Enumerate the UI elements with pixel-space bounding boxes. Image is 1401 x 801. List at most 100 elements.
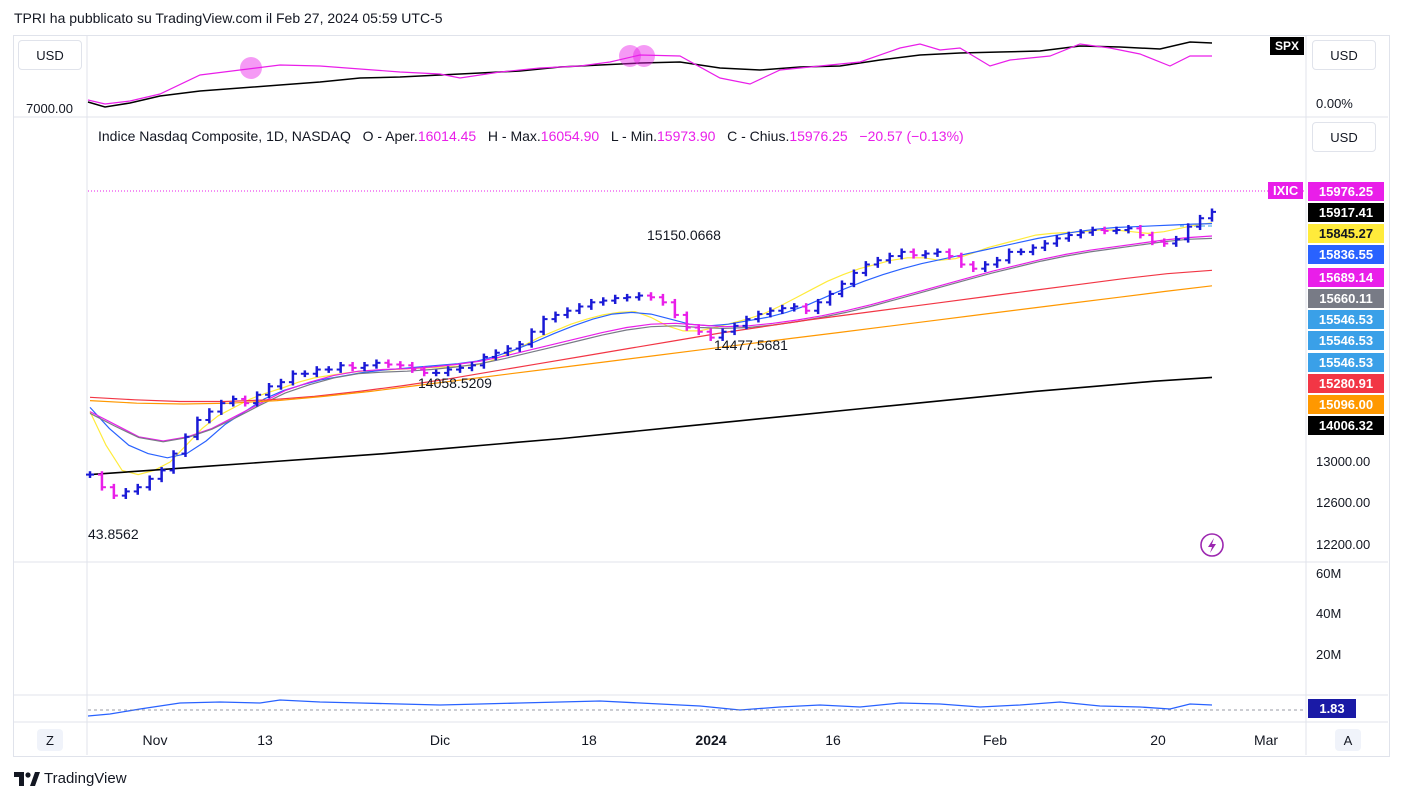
- price-bar: [1076, 229, 1085, 239]
- lightning-icon[interactable]: [1200, 533, 1224, 557]
- price-bar: [300, 370, 309, 378]
- price-bar: [396, 361, 405, 369]
- price-bar: [658, 293, 667, 306]
- price-bar: [873, 256, 882, 268]
- price-bar: [217, 399, 226, 415]
- time-tick: Mar: [1253, 732, 1279, 748]
- price-tag: 15096.00: [1308, 395, 1384, 414]
- volume-tick: 40M: [1316, 606, 1342, 621]
- price-tag: 15280.91: [1308, 374, 1384, 393]
- price-bar: [157, 467, 166, 483]
- price-bar: [790, 303, 799, 312]
- currency-button-left[interactable]: USD: [18, 40, 82, 70]
- top-pane-right-value: 0.00%: [1316, 96, 1353, 111]
- price-bar: [921, 250, 930, 259]
- price-bar: [467, 361, 476, 372]
- time-tick: Dic: [429, 732, 451, 748]
- price-bar: [109, 483, 118, 499]
- ohlc-legend: Indice Nasdaq Composite, 1D, NASDAQ O - …: [98, 128, 964, 144]
- price-bar: [849, 269, 858, 288]
- time-tick: Nov: [142, 732, 168, 748]
- price-tag: 14006.32: [1308, 416, 1384, 435]
- price-tag: 15845.27: [1308, 224, 1384, 243]
- price-bar: [336, 361, 345, 373]
- price-bar: [670, 298, 679, 319]
- price-bar: [276, 378, 285, 390]
- price-bar: [169, 450, 178, 474]
- price-bar: [1196, 214, 1205, 231]
- moving-average-line: [89, 269, 1213, 403]
- chart-frame: [13, 35, 1390, 757]
- price-bar: [86, 471, 94, 478]
- currency-button-main-right[interactable]: USD: [1312, 122, 1376, 152]
- ixic-comparison-line: [87, 43, 1212, 105]
- price-bar: [611, 294, 620, 304]
- symbol-badge: IXIC: [1268, 182, 1304, 199]
- price-bar: [993, 256, 1002, 268]
- price-tag: 15546.53: [1308, 310, 1384, 329]
- price-bar: [1028, 244, 1037, 256]
- price-bar: [969, 261, 978, 273]
- price-bar: [432, 369, 441, 377]
- price-bar: [885, 252, 894, 264]
- moving-average-line: [89, 237, 1213, 443]
- price-bar: [778, 304, 787, 315]
- price-bar: [515, 340, 524, 352]
- time-tick: 20: [1150, 732, 1166, 748]
- price-bar: [802, 303, 811, 315]
- currency-button-top-right[interactable]: USD: [1312, 40, 1376, 70]
- moving-average-line: [89, 285, 1213, 405]
- price-bar: [1184, 223, 1193, 243]
- price-bar: [121, 488, 130, 499]
- volume-tick: 20M: [1316, 647, 1342, 662]
- price-bar: [229, 395, 238, 407]
- indicator-value-tag: 1.83: [1308, 699, 1356, 718]
- price-bar: [1052, 235, 1061, 247]
- price-bar: [372, 359, 381, 369]
- time-tick: 18: [581, 732, 597, 748]
- price-bar: [1172, 235, 1181, 247]
- annotation-left: 43.8562: [88, 526, 139, 542]
- moving-average-line: [89, 235, 1213, 442]
- price-bar: [599, 297, 608, 306]
- price-tick: 13000.00: [1316, 454, 1371, 469]
- price-bar: [1208, 208, 1216, 222]
- auto-scale-button[interactable]: A: [1335, 729, 1361, 751]
- price-bar: [826, 290, 835, 306]
- price-bar: [1160, 238, 1169, 247]
- price-bar: [1017, 248, 1026, 256]
- price-bar: [491, 349, 500, 361]
- timezone-button[interactable]: Z: [37, 729, 63, 751]
- price-tag: 15689.14: [1308, 268, 1384, 287]
- price-bar: [706, 328, 715, 341]
- price-bar: [1088, 226, 1097, 236]
- price-bar: [420, 366, 429, 377]
- price-bar: [1124, 224, 1133, 234]
- price-tag: 15917.41: [1308, 203, 1384, 222]
- symbol-name: Indice Nasdaq Composite, 1D, NASDAQ: [98, 128, 351, 144]
- price-bar: [647, 292, 655, 301]
- brand-name: TradingView: [44, 770, 127, 787]
- price-bar: [861, 261, 870, 277]
- price-bar: [623, 293, 632, 302]
- price-bar: [945, 248, 954, 260]
- price-bar: [241, 395, 250, 407]
- footer-brand[interactable]: TradingView: [14, 770, 127, 787]
- price-bar: [360, 361, 369, 372]
- price-bar: [181, 433, 190, 457]
- price-bar: [97, 471, 106, 491]
- price-bar: [444, 366, 453, 377]
- price-tick: 12200.00: [1316, 537, 1371, 552]
- price-bar: [575, 303, 584, 315]
- time-tick: 13: [257, 732, 273, 748]
- comparison-marker: [240, 57, 262, 79]
- price-bar: [1136, 224, 1145, 239]
- price-bar: [1112, 226, 1121, 235]
- price-bar: [909, 248, 918, 259]
- annotation-low-1: 14058.5209: [418, 375, 492, 391]
- price-bar: [587, 298, 596, 310]
- price-bar: [718, 328, 727, 341]
- price-bar: [754, 310, 763, 323]
- time-tick: Feb: [982, 732, 1008, 748]
